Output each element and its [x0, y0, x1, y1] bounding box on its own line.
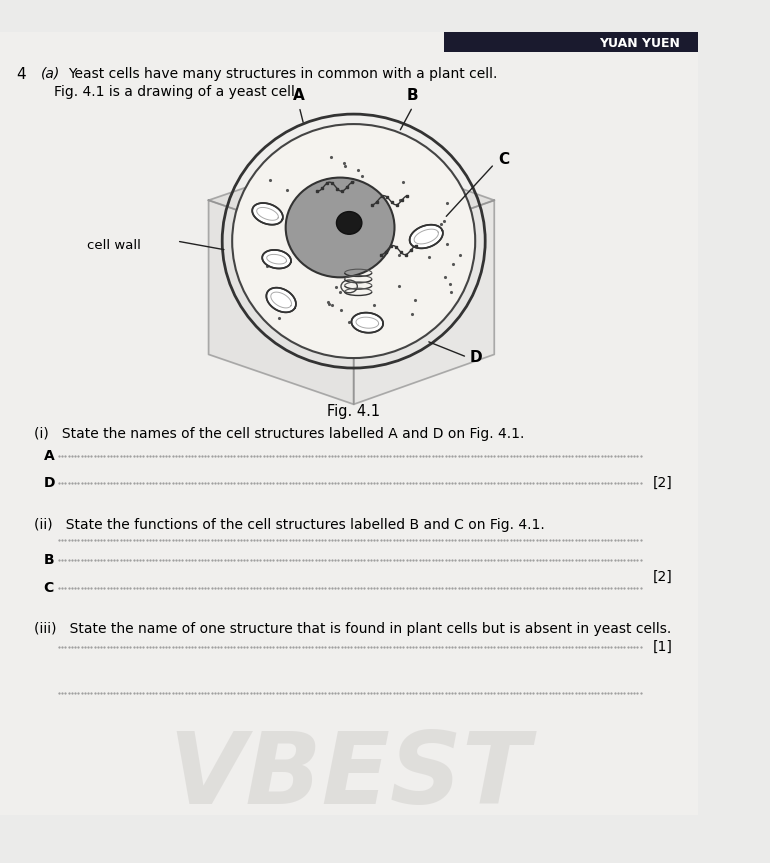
Text: (a): (a): [41, 67, 60, 81]
Text: Fig. 4.1: Fig. 4.1: [327, 404, 380, 419]
Text: B: B: [407, 88, 418, 104]
Polygon shape: [209, 150, 494, 250]
Text: D: D: [470, 350, 483, 365]
Text: cell wall: cell wall: [87, 239, 141, 252]
Text: VBEST: VBEST: [168, 728, 531, 825]
Text: 4: 4: [16, 67, 26, 82]
FancyBboxPatch shape: [0, 33, 698, 816]
Ellipse shape: [286, 178, 394, 277]
Text: D: D: [44, 476, 55, 490]
FancyBboxPatch shape: [444, 33, 698, 53]
Text: B: B: [44, 553, 54, 567]
Text: YUAN YUEN: YUAN YUEN: [599, 37, 680, 50]
Polygon shape: [353, 200, 494, 404]
Ellipse shape: [336, 211, 362, 234]
Text: [2]: [2]: [653, 476, 673, 490]
Polygon shape: [209, 200, 353, 404]
Polygon shape: [253, 203, 283, 224]
Text: C: C: [497, 152, 509, 167]
Text: (iii)   State the name of one structure that is found in plant cells but is abse: (iii) State the name of one structure th…: [35, 622, 671, 636]
Polygon shape: [351, 312, 383, 333]
Polygon shape: [410, 224, 443, 249]
Text: (ii)   State the functions of the cell structures labelled B and C on Fig. 4.1.: (ii) State the functions of the cell str…: [35, 518, 545, 532]
Polygon shape: [266, 287, 296, 312]
Text: [1]: [1]: [653, 640, 673, 654]
Text: A: A: [44, 449, 54, 463]
Ellipse shape: [233, 124, 475, 358]
Text: (i)   State the names of the cell structures labelled A and D on Fig. 4.1.: (i) State the names of the cell structur…: [35, 427, 525, 441]
Text: A: A: [293, 88, 305, 104]
Text: [2]: [2]: [653, 570, 673, 583]
Text: Fig. 4.1 is a drawing of a yeast cell.: Fig. 4.1 is a drawing of a yeast cell.: [55, 85, 300, 99]
Text: C: C: [44, 581, 54, 595]
Polygon shape: [263, 250, 291, 268]
Text: Yeast cells have many structures in common with a plant cell.: Yeast cells have many structures in comm…: [68, 67, 497, 81]
